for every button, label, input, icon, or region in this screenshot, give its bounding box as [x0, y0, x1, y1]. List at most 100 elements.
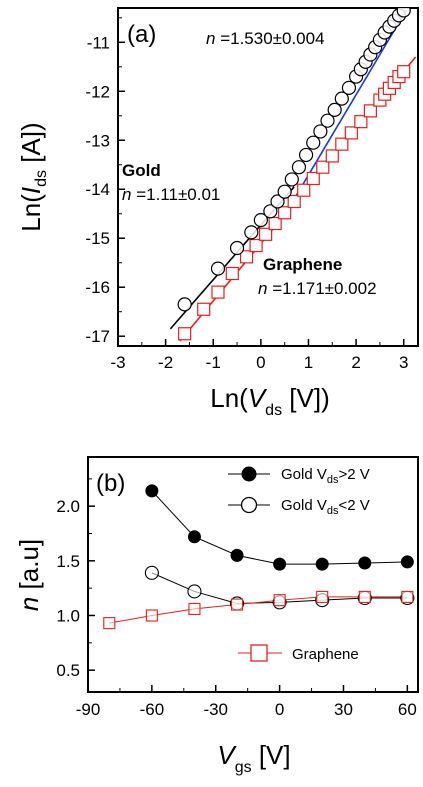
point-gold-high [400, 555, 414, 569]
gold-point [327, 102, 342, 117]
graphene-point [225, 266, 239, 281]
y-tick-label: -14 [85, 180, 110, 199]
y-tick-label: -11 [87, 33, 110, 52]
y-tick-label: -15 [85, 229, 110, 248]
graphene-point [363, 104, 377, 118]
gold-point [177, 297, 192, 312]
graphene-point [178, 327, 192, 341]
graphene-point [239, 250, 254, 264]
gold-point [298, 147, 314, 163]
x-tick-label: -90 [76, 700, 101, 719]
legend-label-gold-high: Gold Vds>2 V [281, 466, 370, 486]
gold-point [313, 124, 328, 139]
panel-b-x-axis-label: Vgs [V] [217, 740, 290, 776]
x-tick-label: 0 [256, 353, 265, 372]
graphene-point [278, 206, 292, 220]
graphene-point [306, 171, 320, 186]
y-tick-label: 2.0 [56, 497, 80, 516]
y-tick-label: -13 [85, 131, 110, 150]
graphene-point [297, 183, 311, 197]
graphene-point [268, 216, 282, 231]
gold-point [263, 204, 278, 219]
gold-point [277, 184, 292, 199]
legend-marker-graphene [250, 644, 268, 662]
panel-b-y-axis-label: n [a.u] [14, 539, 44, 611]
panel-a: -3 -2 -1 0 1 2 3 -17 -16 -15 -14 -13 -12 -11 (a) n =1… [16, 7, 419, 419]
point-graphene [103, 617, 116, 630]
point-graphene [145, 609, 158, 622]
gold-point [334, 91, 349, 106]
x-tick-label: 1 [304, 353, 313, 372]
point-graphene [401, 590, 414, 603]
annotation-graphene-slope: n =1.171±0.002 [258, 279, 377, 298]
series-line-graphene [109, 596, 408, 624]
panel-a-x-axis-label: Ln(Vds [V]) [210, 383, 330, 419]
graphene-point [354, 115, 368, 129]
panel-b-frame [87, 456, 419, 693]
gold-point [244, 225, 259, 240]
fit-line-fit_high [293, 10, 407, 200]
point-graphene [230, 598, 244, 611]
point-graphene [316, 590, 329, 603]
legend-label-gold-low: Gold Vds<2 V [281, 497, 370, 517]
x-tick-label: -1 [206, 353, 221, 372]
gold-point [320, 113, 335, 128]
point-gold-high [358, 556, 372, 570]
legend-marker-gold-low [240, 496, 258, 514]
gold-point [210, 261, 226, 276]
point-gold-high [187, 530, 201, 544]
point-gold-low [187, 584, 202, 599]
gold-point [270, 194, 285, 209]
gold-point [291, 160, 307, 175]
graphene-point [287, 194, 301, 209]
point-gold-high [315, 557, 329, 571]
graphene-point [197, 302, 211, 316]
panel-a-label: (a) [127, 21, 156, 48]
legend-marker-gold-high [241, 466, 257, 482]
panel-b-label: (b) [96, 470, 125, 497]
point-gold-high [230, 548, 244, 562]
x-tick-label: -2 [158, 353, 173, 372]
point-graphene [188, 602, 201, 615]
graphene-point [259, 227, 273, 241]
point-gold-low [144, 565, 159, 580]
y-tick-label: 1.0 [56, 606, 80, 625]
x-tick-label: 3 [399, 353, 408, 372]
point-gold-high [273, 557, 287, 571]
legend-label-graphene: Graphene [292, 646, 359, 663]
x-tick-label: 2 [351, 353, 360, 372]
graphene-point [211, 285, 225, 299]
annotation-high-slope: n =1.530±0.004 [206, 29, 325, 48]
gold-point [396, 8, 411, 18]
gold-point [229, 240, 245, 256]
point-graphene [358, 590, 371, 603]
point-gold-high [145, 484, 159, 498]
panel-a-frame [117, 7, 419, 347]
gold-point [253, 213, 268, 228]
x-tick-label: -60 [140, 700, 165, 719]
x-tick-label: -30 [203, 700, 228, 719]
annotation-gold-slope: n =1.11±0.01 [122, 185, 220, 204]
x-tick-label: -3 [110, 353, 125, 372]
graphene-point [325, 149, 339, 163]
gold-point [341, 80, 357, 95]
annotation-gold-title: Gold [122, 161, 161, 180]
y-tick-label: 1.5 [56, 552, 80, 571]
y-tick-label: -17 [85, 327, 110, 346]
legend: Gold Vds>2 V Gold Vds<2 V Graphene [228, 466, 370, 663]
gold-point [284, 172, 299, 187]
point-graphene [273, 594, 286, 607]
y-tick-label: -16 [85, 278, 110, 297]
panel-b: -90 -60 -30 0 30 60 0.5 1.0 1.5 2.0 (b) Gold Vds>… [14, 456, 419, 776]
y-tick-label: 0.5 [56, 661, 80, 680]
gold-point [306, 135, 321, 150]
x-tick-label: 0 [275, 700, 284, 719]
y-tick-label: -12 [85, 82, 110, 101]
x-tick-label: 30 [334, 700, 353, 719]
graphene-point [397, 65, 411, 79]
annotation-graphene-title: Graphene [263, 255, 342, 274]
graphene-point [249, 238, 263, 253]
x-tick-label: 60 [398, 700, 417, 719]
graphene-point [316, 160, 330, 174]
